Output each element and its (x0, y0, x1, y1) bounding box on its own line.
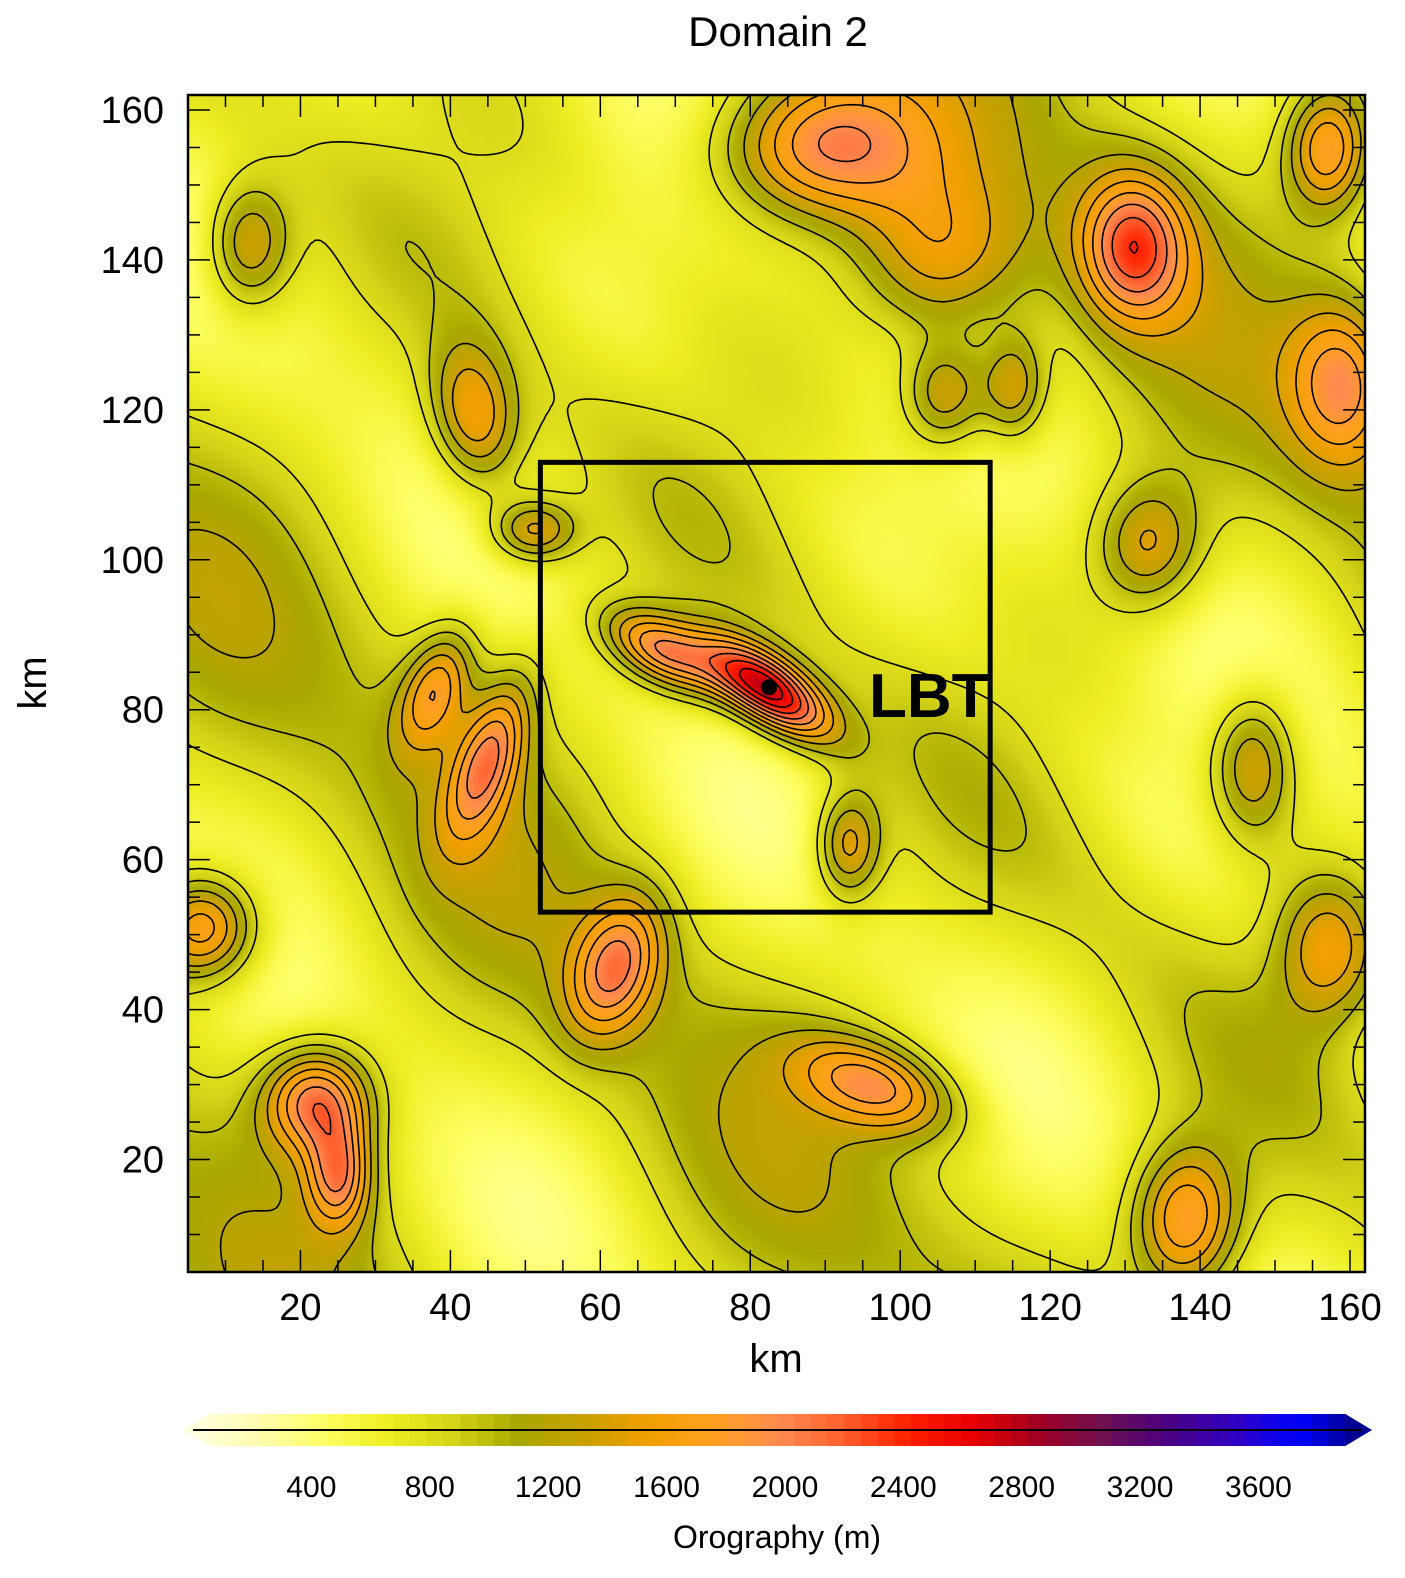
y-tick-label: 120 (101, 390, 164, 432)
contour-line (312, 216, 1157, 1136)
y-axis-title: km (11, 656, 55, 709)
contour-line (187, 94, 1366, 1273)
map-panel: LBT (186, 93, 1367, 1274)
x-axis-tick-labels: 20 40 60 80 100 120 140 160 (279, 1287, 1381, 1329)
y-tick-label: 100 (101, 540, 164, 582)
contour-line (296, 125, 1168, 1193)
colorbar-tick-label: 3600 (1225, 1471, 1292, 1504)
x-tick-label: 20 (279, 1287, 321, 1329)
plot-title: Domain 2 (688, 8, 868, 55)
orography-contours (187, 94, 1366, 1273)
y-tick-label: 160 (101, 90, 164, 132)
contour-line (187, 94, 1366, 1273)
y-tick-label: 40 (122, 990, 164, 1032)
colorbar: 400 800 1200 1600 2000 2400 2800 3200 3600 Orogr… (183, 1414, 1372, 1555)
colorbar-tick-label: 800 (405, 1471, 455, 1504)
colorbar-tick-label: 1200 (515, 1471, 582, 1504)
axis-minor-ticks (187, 95, 1365, 1273)
colorbar-tick-label: 2000 (752, 1471, 819, 1504)
colorbar-tick-label: 2400 (870, 1471, 937, 1504)
x-tick-label: 100 (868, 1287, 931, 1329)
contour-line (187, 94, 1366, 1248)
contour-line (187, 94, 1366, 1264)
site-label: LBT (869, 662, 990, 731)
colorbar-tick-label: 1600 (633, 1471, 700, 1504)
y-axis-tick-labels: 20 40 60 80 100 120 140 160 (101, 90, 164, 1182)
colorbar-title: Orography (m) (673, 1519, 881, 1555)
plot-frame (186, 93, 1367, 1274)
inner-domain-box (537, 459, 993, 915)
colorbar-tick-label: 2800 (988, 1471, 1055, 1504)
x-tick-label: 60 (579, 1287, 621, 1329)
x-tick-label: 80 (729, 1287, 771, 1329)
contour-line (286, 103, 1362, 1207)
site-marker (761, 679, 778, 696)
y-tick-label: 80 (122, 690, 164, 732)
x-tick-label: 160 (1318, 1287, 1381, 1329)
contour-line (725, 240, 1139, 708)
x-tick-label: 140 (1168, 1287, 1231, 1329)
colorbar-tick-label: 3200 (1107, 1471, 1174, 1504)
y-tick-label: 140 (101, 240, 164, 282)
x-tick-label: 40 (429, 1287, 471, 1329)
x-axis-title: km (749, 1337, 802, 1381)
y-tick-label: 20 (122, 1140, 164, 1182)
y-tick-label: 60 (122, 840, 164, 882)
colorbar-tick-labels: 400 800 1200 1600 2000 2400 2800 3200 3600 (286, 1471, 1291, 1504)
colorbar-tick-label: 400 (286, 1471, 336, 1504)
x-tick-label: 120 (1018, 1287, 1081, 1329)
